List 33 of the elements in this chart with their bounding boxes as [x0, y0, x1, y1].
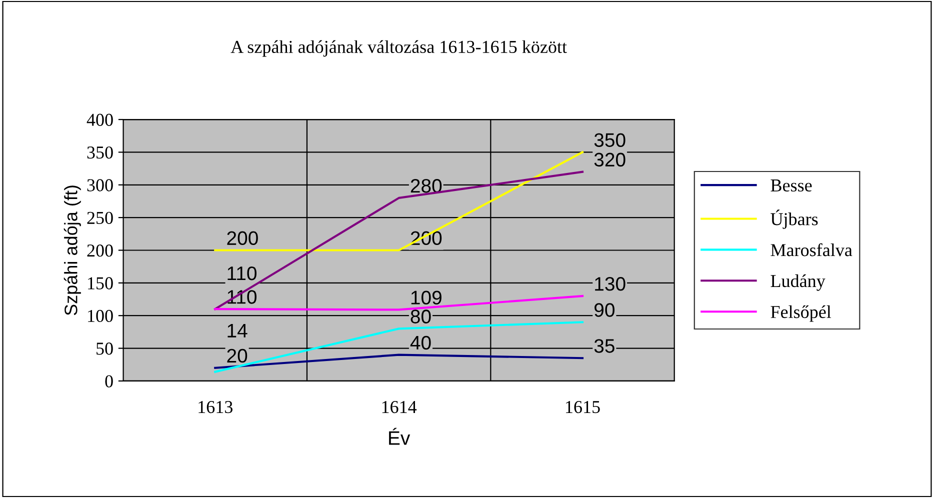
data-label: 350 — [594, 133, 626, 147]
data-label: 280 — [410, 178, 442, 193]
x-tick-label: 1614 — [382, 400, 417, 414]
y-tick-label: 50 — [96, 342, 113, 355]
data-label: 110 — [228, 266, 256, 280]
legend-label: Felsőpél — [770, 305, 832, 322]
x-axis-title: Év — [389, 428, 410, 445]
data-label: 200 — [227, 231, 258, 246]
y-tick-label: 100 — [88, 310, 113, 322]
data-label: 20 — [227, 348, 248, 363]
y-tick-label: 350 — [87, 146, 113, 159]
data-label: 130 — [595, 276, 626, 291]
y-tick-label: 400 — [86, 114, 113, 126]
legend-label: Ludány — [770, 274, 826, 291]
x-tick-label: 1615 — [566, 400, 600, 414]
y-tick-label: 300 — [87, 179, 113, 192]
data-label: 90 — [594, 303, 614, 317]
y-tick-label: 250 — [87, 212, 113, 224]
y-tick-label: 200 — [87, 244, 113, 257]
data-label: 109 — [411, 290, 442, 304]
legend-label: Újbars — [770, 210, 818, 229]
data-label: 35 — [594, 339, 614, 353]
x-tick-label: 1613 — [198, 400, 232, 414]
y-tick-label: 0 — [105, 375, 113, 388]
chart-title: A szpáhi adójának változása 1613-1615 között — [230, 40, 567, 57]
data-label: 80 — [410, 310, 431, 324]
y-tick-label: 150 — [88, 277, 113, 290]
data-label: 14 — [228, 324, 248, 338]
data-label: 320 — [594, 152, 626, 167]
legend-label: Besse — [770, 180, 812, 192]
y-axis-title: Szpáhi adója (ft) — [64, 186, 81, 316]
legend-label: Marosfalva — [770, 243, 852, 256]
data-label: 40 — [410, 336, 431, 350]
